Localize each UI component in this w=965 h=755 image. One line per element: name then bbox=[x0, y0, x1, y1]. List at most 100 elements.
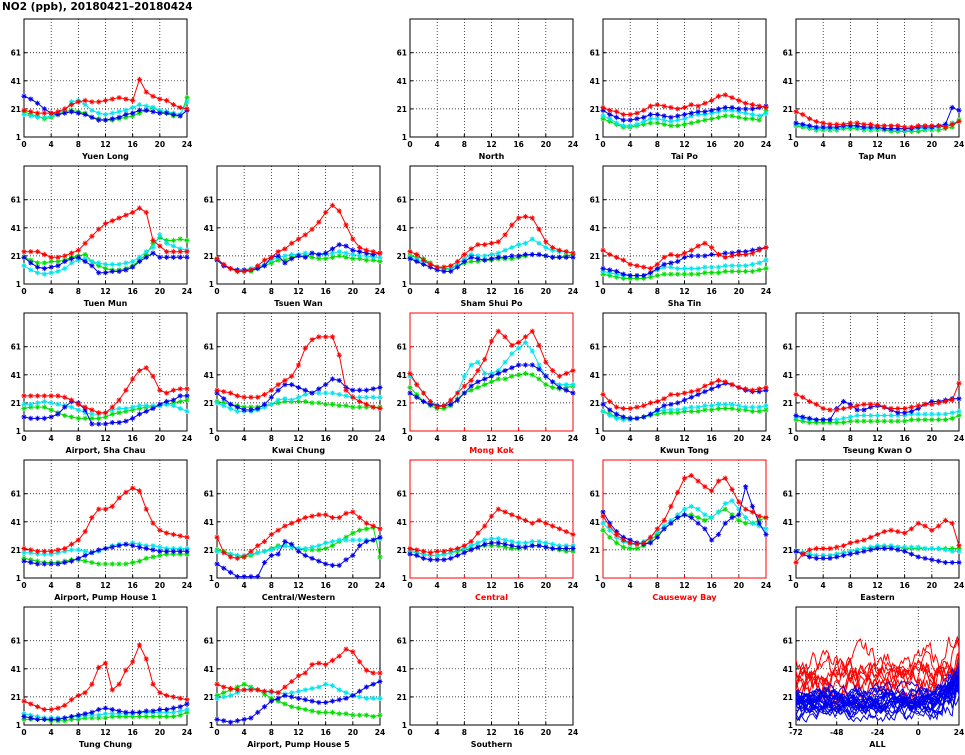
data-point bbox=[509, 545, 515, 552]
data-point bbox=[323, 561, 329, 567]
panel-title: Tuen Mun bbox=[84, 299, 128, 308]
data-point bbox=[82, 552, 88, 559]
data-point bbox=[82, 102, 88, 108]
data-point bbox=[709, 403, 715, 409]
data-point bbox=[688, 408, 694, 414]
data-point bbox=[695, 265, 701, 272]
data-point bbox=[488, 251, 495, 258]
data-point bbox=[695, 111, 701, 118]
data-point bbox=[329, 514, 336, 521]
data-point bbox=[607, 118, 613, 125]
data-point bbox=[89, 514, 95, 521]
data-point bbox=[323, 390, 329, 396]
data-point bbox=[956, 559, 962, 566]
data-point bbox=[377, 670, 383, 676]
x-tick-label: 20 bbox=[541, 434, 551, 443]
data-point bbox=[123, 260, 129, 266]
data-point bbox=[62, 394, 68, 400]
data-point bbox=[130, 540, 136, 546]
x-tick-label: 12 bbox=[486, 140, 496, 149]
data-point bbox=[756, 267, 762, 273]
data-point bbox=[109, 561, 115, 567]
data-point bbox=[261, 688, 268, 694]
data-point bbox=[895, 418, 901, 424]
data-point bbox=[729, 250, 735, 256]
data-point bbox=[868, 412, 874, 419]
data-point bbox=[420, 390, 427, 396]
panel-title: North bbox=[479, 152, 505, 161]
data-point bbox=[48, 110, 54, 116]
data-point bbox=[177, 712, 183, 718]
data-point bbox=[102, 660, 109, 666]
x-tick-label: 16 bbox=[127, 287, 137, 296]
data-point bbox=[661, 264, 667, 270]
data-point bbox=[377, 526, 383, 532]
data-point bbox=[743, 404, 749, 410]
data-point bbox=[28, 550, 34, 556]
x-tick-label: 12 bbox=[872, 581, 882, 590]
data-point bbox=[881, 418, 887, 424]
data-point bbox=[570, 367, 576, 374]
data-point bbox=[329, 401, 336, 407]
all-traces bbox=[796, 635, 959, 723]
data-point bbox=[102, 97, 109, 104]
data-point bbox=[309, 708, 315, 714]
data-point bbox=[414, 552, 420, 559]
data-point bbox=[150, 93, 156, 99]
data-point bbox=[827, 555, 833, 561]
data-point bbox=[756, 103, 762, 109]
data-point bbox=[556, 526, 563, 532]
data-point bbox=[902, 530, 908, 536]
data-point bbox=[600, 520, 606, 526]
data-point bbox=[68, 109, 75, 115]
y-tick-label: 21 bbox=[11, 693, 21, 702]
data-point bbox=[709, 537, 715, 543]
data-point bbox=[123, 114, 129, 120]
data-point bbox=[28, 260, 34, 266]
data-point bbox=[414, 251, 420, 258]
data-point bbox=[28, 113, 34, 119]
y-tick-label: 1 bbox=[595, 574, 600, 583]
data-point bbox=[468, 543, 474, 549]
data-point bbox=[28, 401, 34, 407]
x-tick-label: 20 bbox=[734, 581, 744, 590]
x-tick-label: 0 bbox=[407, 287, 412, 296]
data-point bbox=[854, 123, 860, 129]
data-point bbox=[370, 670, 376, 676]
data-point bbox=[854, 418, 860, 424]
data-point bbox=[164, 249, 170, 255]
x-tick-label: 8 bbox=[655, 287, 660, 296]
data-point bbox=[227, 685, 234, 692]
data-point bbox=[48, 254, 54, 260]
data-point bbox=[536, 251, 542, 258]
data-point bbox=[184, 534, 190, 540]
data-point bbox=[157, 544, 163, 550]
x-tick-label: 8 bbox=[848, 581, 853, 590]
data-point bbox=[709, 110, 715, 116]
data-point bbox=[806, 554, 813, 560]
data-point bbox=[820, 555, 826, 561]
data-point bbox=[702, 526, 708, 532]
data-point bbox=[363, 253, 370, 259]
data-point bbox=[41, 716, 47, 722]
data-point bbox=[268, 254, 274, 260]
y-tick-label: 61 bbox=[783, 49, 793, 58]
x-tick-label: 16 bbox=[706, 287, 716, 296]
data-point bbox=[164, 692, 170, 699]
data-point bbox=[102, 265, 109, 272]
data-point bbox=[323, 540, 329, 546]
data-point bbox=[150, 109, 156, 115]
data-point bbox=[302, 254, 308, 260]
data-point bbox=[130, 415, 136, 421]
y-tick-label: 1 bbox=[16, 133, 21, 142]
data-point bbox=[343, 222, 349, 228]
data-point bbox=[123, 713, 129, 720]
data-point bbox=[956, 545, 962, 552]
data-point bbox=[722, 263, 728, 269]
x-tick-label: -24 bbox=[871, 728, 885, 737]
data-point bbox=[48, 400, 54, 406]
all-series-line bbox=[796, 636, 959, 679]
y-tick-label: 1 bbox=[788, 427, 793, 436]
data-point bbox=[82, 690, 88, 696]
